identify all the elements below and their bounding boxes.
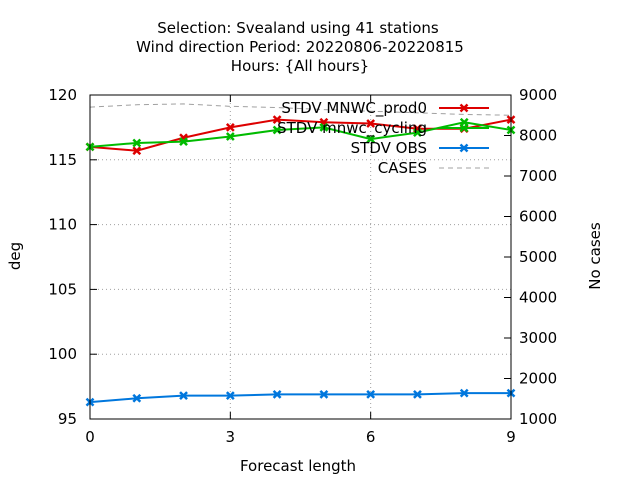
y2-tick-label: 9000 — [519, 86, 557, 104]
chart-title-line-2: Wind direction Period: 20220806-20220815 — [136, 38, 464, 56]
series-2-point-7-stroke-b — [413, 389, 422, 399]
y2-tick-label: 5000 — [519, 248, 557, 266]
series-2-point-7 — [413, 389, 422, 399]
series-0-point-6 — [366, 119, 376, 128]
chart-title-line-1: Selection: Svealand using 41 stations — [157, 19, 439, 37]
series-1-point-2-stroke-b — [179, 137, 188, 147]
x-axis-label: Forecast length — [240, 457, 356, 475]
legend-label: STDV mnwc_cycling — [277, 119, 427, 138]
legend-label: STDV MNWC_prod0 — [281, 99, 427, 118]
series-0-point-4 — [272, 115, 282, 125]
chart-title-line-3: Hours: {All hours} — [231, 57, 369, 75]
series-2-point-5 — [319, 389, 329, 399]
legend-label: STDV OBS — [351, 139, 427, 157]
y-axis-label: deg — [6, 242, 24, 270]
series-2-point-2 — [179, 391, 188, 401]
y2-tick-label: 4000 — [519, 289, 557, 307]
y2-tick-label: 7000 — [519, 167, 557, 185]
series-1-point-5 — [319, 123, 329, 132]
y-tick-label: 100 — [48, 345, 77, 363]
y-tick-label: 110 — [48, 216, 77, 234]
series-2-point-1 — [132, 393, 142, 403]
series-2-point-3-stroke-b — [225, 391, 235, 401]
y2-tick-label: 3000 — [519, 329, 557, 347]
y2-tick-label: 6000 — [519, 208, 557, 226]
legend-entry-3: CASES — [378, 159, 489, 177]
series-1-point-7-stroke-b — [413, 128, 422, 137]
series-layer — [85, 103, 516, 407]
series-1-point-1 — [132, 138, 142, 148]
series-2 — [85, 388, 516, 407]
series-2-point-3 — [225, 391, 235, 401]
series-2-point-4 — [272, 389, 282, 399]
series-2-point-6-stroke-b — [366, 389, 376, 399]
series-3 — [89, 103, 512, 116]
axes — [89, 94, 512, 420]
y2-tick-label: 1000 — [519, 410, 557, 428]
y2-axis-label: No cases — [586, 222, 604, 290]
series-0-point-3 — [225, 123, 235, 132]
series-1-point-3-stroke-b — [225, 132, 235, 141]
x-tick-label: 0 — [85, 428, 95, 446]
series-1-point-1-stroke-b — [132, 138, 142, 148]
legend-marker-1 — [459, 123, 469, 133]
legend-marker-2-stroke-b — [459, 143, 469, 153]
grid — [90, 95, 511, 419]
x-tick-label: 6 — [366, 428, 376, 446]
series-0-point-1-stroke-b — [132, 146, 142, 156]
legend-marker-1-stroke-b — [459, 123, 469, 133]
series-0-point-4-stroke-b — [272, 115, 282, 125]
y2-tick-label: 2000 — [519, 370, 557, 388]
series-2-point-8-stroke-b — [459, 388, 469, 398]
series-1-point-6 — [366, 134, 376, 144]
series-2-point-5-stroke-b — [319, 389, 329, 399]
plot-frame — [89, 94, 512, 420]
chart-title: Selection: Svealand using 41 stations Wi… — [136, 19, 464, 75]
series-2-point-6 — [366, 389, 376, 399]
legend-marker-0-stroke-b — [459, 103, 469, 113]
legend-marker-2 — [459, 143, 469, 153]
series-1-point-4 — [272, 125, 282, 135]
x-tick-label: 9 — [506, 428, 516, 446]
series-1 — [85, 117, 516, 152]
x-tick-label: 3 — [226, 428, 236, 446]
series-2-point-8 — [459, 388, 469, 398]
series-1-point-4-stroke-b — [272, 125, 282, 135]
series-line-2 — [89, 392, 511, 404]
series-1-point-7 — [413, 128, 422, 137]
y-tick-label: 95 — [58, 410, 77, 428]
y2-tick-label: 8000 — [519, 127, 557, 145]
series-1-point-6-stroke-b — [366, 134, 376, 144]
legend-entry-2: STDV OBS — [351, 139, 489, 157]
y-tick-label: 115 — [48, 151, 77, 169]
series-2-point-2-stroke-b — [179, 391, 188, 401]
series-line-3 — [89, 103, 512, 116]
series-1-point-5-stroke-b — [319, 123, 329, 132]
series-0-point-1 — [132, 146, 142, 156]
y-tick-label: 105 — [48, 280, 77, 298]
series-0-point-3-stroke-b — [225, 123, 235, 132]
series-2-point-4-stroke-b — [272, 389, 282, 399]
legend-entry-0: STDV MNWC_prod0 — [281, 99, 489, 118]
series-1-point-2 — [179, 137, 188, 147]
y-tick-label: 120 — [48, 86, 77, 104]
series-1-point-3 — [225, 132, 235, 141]
tick-labels: 0 3 6 9 95 100 105 110 115 120 1000 2000 3000 4000 500… — [48, 86, 557, 446]
legend-entry-1: STDV mnwc_cycling — [277, 119, 489, 138]
series-0-point-6-stroke-b — [366, 119, 376, 128]
legend-marker-0 — [459, 103, 469, 113]
series-2-point-1-stroke-b — [132, 393, 142, 403]
legend-label: CASES — [378, 159, 427, 177]
